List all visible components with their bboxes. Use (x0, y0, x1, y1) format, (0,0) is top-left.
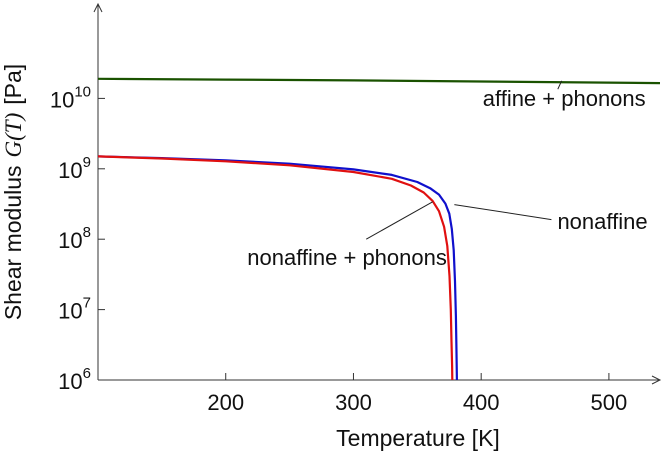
y-tick-label-7: 107 (58, 295, 91, 324)
y-tick-exponent: 10 (74, 83, 91, 100)
y-tick-base: 10 (58, 228, 82, 253)
y-tick-base: 10 (58, 158, 82, 183)
y-axis-title-symbol: G(T) (1, 113, 26, 158)
axes (93, 2, 662, 385)
annotations: affine + phonons nonaffine nonaffine + pho… (247, 80, 648, 270)
y-tick-exponent: 9 (83, 154, 91, 171)
y-axis-title-unit: [Pa] (0, 64, 26, 105)
y-tick-label-8: 108 (58, 224, 91, 253)
x-tick-label-400: 400 (463, 390, 500, 415)
x-axis-title: Temperature [K] (336, 425, 500, 451)
x-tick-label-500: 500 (591, 390, 628, 415)
y-tick-base: 10 (58, 369, 82, 394)
annotation-leader-1 (454, 204, 552, 221)
x-ticks: 200 300 400 500 (207, 373, 627, 415)
series-line-0 (97, 77, 661, 85)
annotation-leader-0 (557, 80, 563, 90)
y-axis-arrow (93, 2, 103, 13)
y-tick-exponent: 8 (83, 224, 91, 241)
y-tick-label-6: 106 (58, 365, 91, 394)
x-tick-label-200: 200 (207, 390, 244, 415)
series-line-2 (97, 155, 454, 381)
series-line-1 (97, 155, 458, 381)
y-tick-label-10: 1010 (50, 83, 91, 112)
annotation-label-0: affine + phonons (483, 86, 646, 111)
annotation-leader-2 (365, 201, 433, 240)
annotation-label-1: nonaffine (557, 209, 647, 234)
annotation-label-2: nonaffine + phonons (247, 245, 447, 270)
x-axis-arrow (651, 375, 662, 385)
y-tick-base: 10 (58, 299, 82, 324)
y-tick-base: 10 (50, 87, 74, 112)
y-tick-exponent: 6 (83, 365, 91, 382)
y-tick-label-9: 109 (58, 154, 91, 183)
series-layer (97, 77, 661, 381)
y-axis-title-main: Shear modulus (0, 165, 26, 320)
x-tick-label-300: 300 (335, 390, 372, 415)
y-tick-exponent: 7 (83, 295, 91, 312)
y-axis-title: Shear modulus G(T) [Pa] (0, 64, 26, 320)
